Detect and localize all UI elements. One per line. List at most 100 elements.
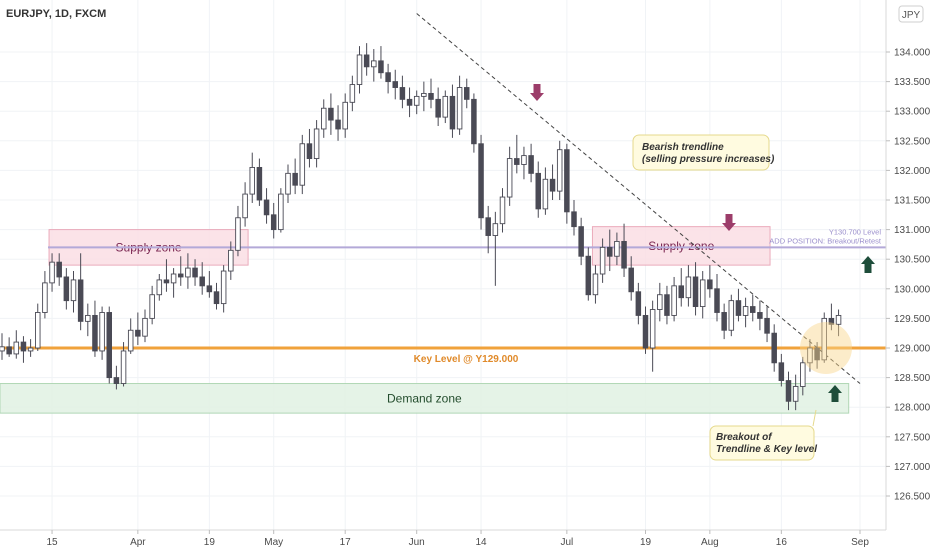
candle-body — [385, 72, 391, 83]
candle-body — [649, 309, 656, 349]
x-tick-label: 19 — [640, 537, 652, 548]
candle-body — [764, 317, 770, 334]
candle — [77, 253, 84, 331]
candle — [571, 200, 577, 236]
candle-body — [0, 346, 5, 352]
sell-arrow-down-icon — [530, 84, 544, 101]
candle — [406, 87, 413, 118]
candle-body — [492, 223, 499, 236]
candle — [764, 306, 770, 343]
candle-body — [614, 240, 620, 257]
y-tick-label: 132.000 — [894, 166, 931, 177]
candle — [464, 78, 470, 109]
candle-body — [77, 279, 84, 322]
candle — [106, 306, 112, 384]
candle-body — [456, 87, 463, 130]
currency-badge[interactable] — [898, 5, 924, 23]
candle — [521, 146, 527, 180]
candle-body — [478, 143, 484, 219]
candle-body — [263, 199, 270, 216]
candle — [556, 140, 563, 200]
candle — [792, 374, 799, 411]
candle — [714, 274, 720, 322]
candle-body — [249, 166, 255, 195]
candle — [757, 300, 763, 331]
x-tick-label: May — [264, 537, 283, 548]
candle-body — [471, 98, 477, 145]
candle — [421, 81, 427, 112]
candle — [335, 105, 341, 141]
candle — [321, 99, 327, 138]
candle-body — [163, 279, 170, 284]
candle — [828, 303, 835, 331]
candle — [699, 271, 706, 319]
candle-body — [120, 350, 127, 384]
candle-body — [220, 270, 227, 305]
y-tick-label: 133.500 — [894, 77, 931, 88]
candle — [85, 303, 91, 337]
candle — [742, 297, 749, 328]
candle-body — [664, 294, 670, 316]
candle-body — [270, 214, 277, 231]
x-tick-label: 14 — [475, 537, 487, 548]
candle-body — [535, 172, 542, 210]
candle-body — [70, 279, 77, 302]
candle-body — [735, 300, 742, 316]
candle-body — [521, 155, 527, 165]
candle-body — [392, 81, 399, 88]
candle — [821, 312, 828, 363]
y-tick-label: 126.500 — [894, 492, 931, 503]
candle-body — [564, 149, 570, 213]
candle — [707, 265, 713, 298]
candle-body — [814, 347, 820, 361]
x-tick-label: Aug — [701, 537, 719, 548]
candle — [492, 211, 499, 286]
candle-body — [671, 285, 677, 316]
y-tick-label: 127.500 — [894, 432, 931, 443]
candle — [263, 188, 270, 224]
candle — [156, 274, 163, 301]
candle-body — [35, 312, 41, 349]
candle-body — [642, 314, 649, 349]
supply-zone-label: Supply zone — [648, 239, 714, 253]
candle — [285, 164, 291, 203]
candle — [399, 75, 406, 109]
candle — [671, 276, 677, 322]
candle — [771, 324, 777, 372]
buy-arrow-up-icon — [828, 385, 842, 402]
candle — [278, 188, 284, 233]
y-tick-label: 127.000 — [894, 462, 931, 473]
candle-body — [692, 276, 699, 308]
candle — [213, 282, 220, 310]
candle — [220, 265, 227, 313]
candle — [592, 265, 599, 304]
y-axis-ticks: 126.500 127.000 127.500 128.000 128.500 129.0… — [886, 48, 931, 503]
candle — [256, 158, 263, 206]
candle-body — [607, 246, 613, 257]
y-tick-label: 132.500 — [894, 136, 931, 147]
candle — [371, 49, 377, 82]
candle — [499, 188, 506, 233]
candle-body — [464, 87, 470, 100]
price-axis[interactable] — [886, 0, 932, 550]
candle-body — [27, 347, 34, 352]
candle — [471, 93, 477, 153]
candle-body — [342, 101, 348, 130]
breakout-callout-line-2: Trendline & Key level — [716, 444, 817, 455]
candle-body — [828, 317, 835, 325]
candle — [192, 259, 198, 286]
candle — [528, 143, 534, 183]
annotations: Bearish trendline(selling pressure incre… — [530, 84, 875, 461]
time-axis[interactable] — [0, 530, 886, 550]
candle-body — [835, 314, 842, 325]
candle-body — [742, 306, 749, 316]
candle-body — [49, 261, 55, 284]
candle — [99, 306, 105, 360]
candle-body — [356, 54, 363, 86]
candle — [185, 253, 191, 289]
candle-body — [514, 158, 520, 165]
trendline-callout-line-2: (selling pressure increases) — [642, 154, 775, 165]
x-tick-label: 15 — [46, 537, 58, 548]
